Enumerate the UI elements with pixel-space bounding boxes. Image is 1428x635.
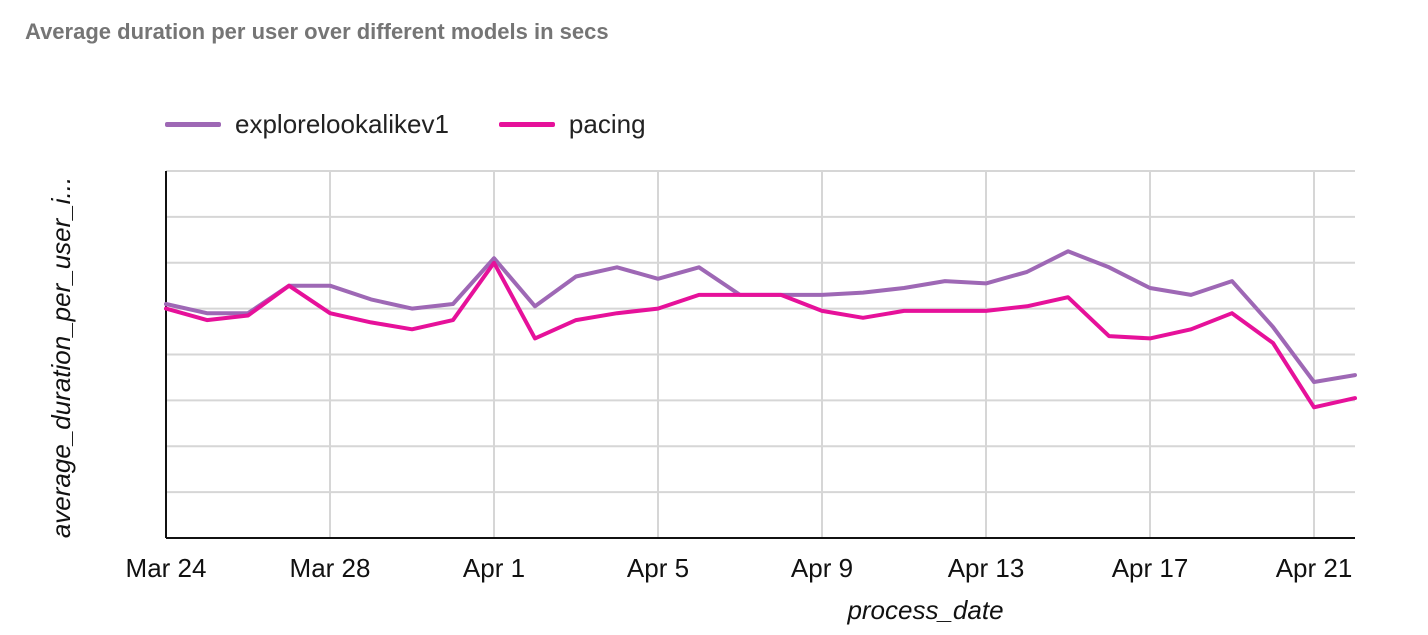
x-tick-label: Apr 13 [948, 553, 1025, 583]
x-tick-label: Mar 28 [290, 553, 371, 583]
x-tick-label: Mar 24 [126, 553, 207, 583]
series-lines [166, 251, 1355, 407]
y-axis-title: average_duration_per_user_i... [46, 177, 76, 538]
gridlines [166, 171, 1355, 538]
x-tick-label: Apr 5 [627, 553, 689, 583]
x-axis-title: process_date [846, 595, 1003, 625]
series-line-pacing[interactable] [166, 263, 1355, 408]
x-tick-label: Apr 1 [463, 553, 525, 583]
x-tick-label: Apr 17 [1112, 553, 1189, 583]
x-tick-labels: Mar 24 Mar 28 Apr 1 Apr 5 Apr 9 Apr 13 Apr 17 A… [126, 553, 1353, 583]
x-tick-label: Apr 21 [1276, 553, 1353, 583]
x-tick-label: Apr 9 [791, 553, 853, 583]
